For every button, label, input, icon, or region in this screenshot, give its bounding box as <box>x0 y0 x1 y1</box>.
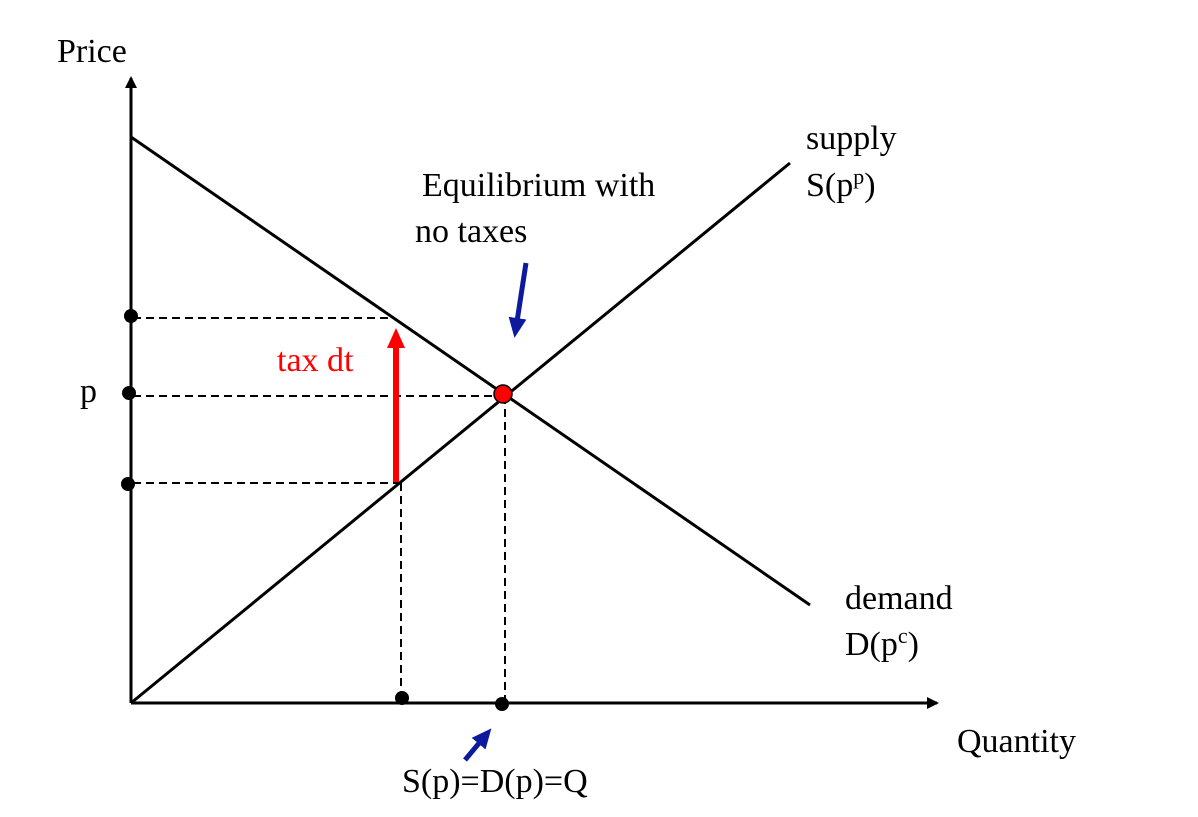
equilibrium-price-dot <box>122 386 136 400</box>
quantity-axis-label: Quantity <box>957 723 1076 760</box>
equilibrium-point <box>493 384 513 404</box>
equilibrium-quantity-label: S(p)=D(p)=Q <box>402 763 588 800</box>
demand-curve <box>130 135 811 607</box>
supply-function-label: S(pp) <box>806 164 876 204</box>
demand-function-base: D(p <box>845 626 898 663</box>
supply-function-base: S(p <box>806 167 853 204</box>
demand-function-sup: c <box>898 623 908 648</box>
equilibrium-annotation-line2: no taxes <box>415 213 527 250</box>
taxed-quantity-dot <box>395 691 409 705</box>
price-tick-label: p <box>80 373 97 410</box>
supply-function-end: ) <box>864 167 875 204</box>
consumer-price-dot <box>124 309 138 323</box>
equilibrium-annotation-line1: Equilibrium with <box>422 167 655 204</box>
demand-label: demand <box>845 580 953 617</box>
supply-function-sup: p <box>853 164 864 189</box>
supply-label: supply <box>806 120 897 157</box>
tax-label: tax dt <box>277 342 354 379</box>
demand-function-end: ) <box>908 626 919 663</box>
demand-function-label: D(pc) <box>845 623 919 663</box>
quantity-pointer-icon <box>463 728 492 762</box>
equilibrium-quantity-dot <box>495 697 509 711</box>
price-axis-label: Price <box>57 33 127 70</box>
producer-price-dot <box>121 477 135 491</box>
supply-curve <box>130 161 791 705</box>
equilibrium-pointer-icon <box>508 262 529 338</box>
